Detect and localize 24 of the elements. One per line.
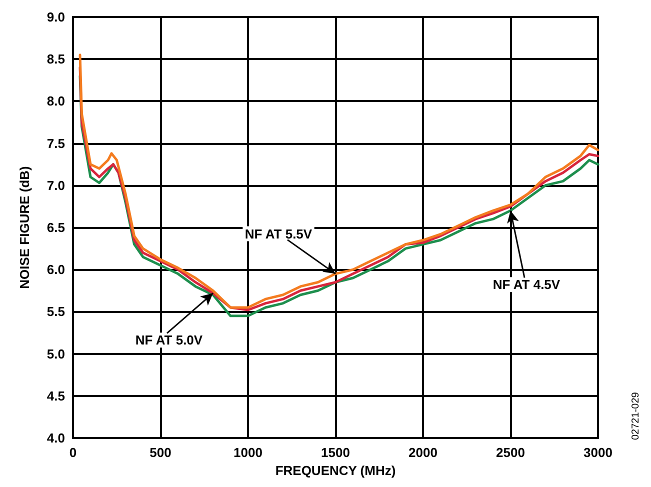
y-tick-label: 6.5 (46, 220, 65, 235)
x-axis-title: FREQUENCY (MHz) (275, 462, 396, 478)
x-tick-label: 3000 (584, 445, 612, 460)
annotation: NF AT 5.0V (135, 332, 203, 348)
y-tick-label: 4.5 (46, 388, 65, 404)
y-tick-label: 4.0 (46, 430, 65, 446)
y-tick-label: 7.5 (46, 136, 65, 151)
y-tick-label: 5.5 (46, 304, 65, 320)
y-tick-label: 9.0 (46, 10, 65, 24)
text: 02721-029 (630, 392, 642, 440)
y-axis-title: NOISE FIGURE (dB) (17, 166, 32, 289)
x-tick-label: 500 (150, 445, 172, 460)
x-tick-label: 1500 (321, 445, 350, 460)
y-tick-label: 8.5 (46, 52, 65, 67)
y-tick-label: 6.0 (46, 262, 65, 278)
annotation: NF AT 5.5V (244, 226, 312, 242)
x-tick-label: 2500 (496, 445, 525, 460)
x-tick-label: 1000 (234, 445, 262, 460)
x-tick-label: 2000 (408, 445, 438, 460)
y-tick-label: 8.0 (46, 94, 65, 109)
y-tick-label: 7.0 (46, 178, 65, 193)
y-tick-label: 5.0 (46, 346, 65, 362)
x-tick-label: 0 (69, 445, 77, 460)
annotation: NF AT 4.5V (492, 277, 560, 292)
